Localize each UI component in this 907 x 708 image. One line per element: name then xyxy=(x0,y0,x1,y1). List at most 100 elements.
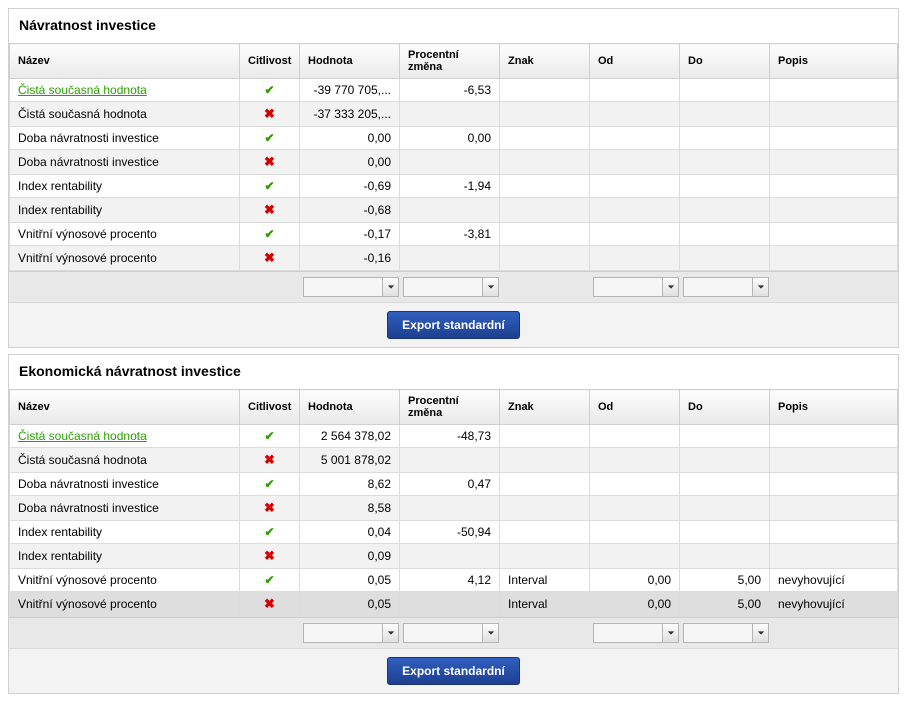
cell-nazev[interactable]: Čistá současná hodnota xyxy=(10,79,240,102)
cell-od xyxy=(590,175,680,198)
cell-procentni-zmena: 4,12 xyxy=(400,569,500,592)
cross-icon: ✖ xyxy=(264,452,275,468)
cell-popis: nevyhovující xyxy=(770,592,898,617)
cell-do xyxy=(680,79,770,102)
table-row[interactable]: Doba návratnosti investice✔8,620,47 xyxy=(10,473,898,496)
cell-nazev[interactable]: Čistá současná hodnota xyxy=(10,425,240,448)
table-row[interactable]: Čistá současná hodnota✔-39 770 705,...-6… xyxy=(10,79,898,102)
filter-od[interactable] xyxy=(593,277,679,297)
panel-navratnost: Návratnost investice Název Citlivost Hod… xyxy=(8,8,899,348)
th-popis[interactable]: Popis xyxy=(770,44,898,79)
table-row[interactable]: Vnitřní výnosové procento✔-0,17-3,81 xyxy=(10,223,898,246)
cell-nazev: Čistá současná hodnota xyxy=(10,102,240,127)
table-row[interactable]: Doba návratnosti investice✔0,000,00 xyxy=(10,127,898,150)
cell-nazev: Doba návratnosti investice xyxy=(10,473,240,496)
th-citlivost[interactable]: Citlivost xyxy=(240,44,300,79)
cell-od xyxy=(590,448,680,473)
nazev-link[interactable]: Čistá současná hodnota xyxy=(18,429,147,443)
cell-citlivost: ✖ xyxy=(240,198,300,223)
cell-popis xyxy=(770,425,898,448)
th-do[interactable]: Do xyxy=(680,390,770,425)
cell-do xyxy=(680,544,770,569)
th-znak[interactable]: Znak xyxy=(500,390,590,425)
cell-nazev: Vnitřní výnosové procento xyxy=(10,223,240,246)
cell-citlivost: ✖ xyxy=(240,592,300,617)
cell-do xyxy=(680,246,770,271)
cell-nazev: Index rentability xyxy=(10,175,240,198)
cell-od xyxy=(590,127,680,150)
table-row[interactable]: Index rentability✔-0,69-1,94 xyxy=(10,175,898,198)
table-row[interactable]: Čistá současná hodnota✖5 001 878,02 xyxy=(10,448,898,473)
table-row[interactable]: Čistá současná hodnota✖-37 333 205,... xyxy=(10,102,898,127)
panel-ekonomicka: Ekonomická návratnost investice Název Ci… xyxy=(8,354,899,694)
cell-citlivost: ✖ xyxy=(240,150,300,175)
cell-procentni-zmena xyxy=(400,592,500,617)
cell-popis xyxy=(770,127,898,150)
cell-od: 0,00 xyxy=(590,592,680,617)
table-row[interactable]: Vnitřní výnosové procento✖-0,16 xyxy=(10,246,898,271)
check-icon: ✔ xyxy=(264,429,274,443)
th-hodnota[interactable]: Hodnota xyxy=(300,44,400,79)
table-row[interactable]: Index rentability✖0,09 xyxy=(10,544,898,569)
th-znak[interactable]: Znak xyxy=(500,44,590,79)
cell-nazev: Čistá současná hodnota xyxy=(10,448,240,473)
th-citlivost[interactable]: Citlivost xyxy=(240,390,300,425)
filter-hodnota[interactable] xyxy=(303,623,399,643)
cell-hodnota: 8,58 xyxy=(300,496,400,521)
cell-procentni-zmena: 0,00 xyxy=(400,127,500,150)
th-od[interactable]: Od xyxy=(590,44,680,79)
filter-procentni[interactable] xyxy=(403,623,499,643)
cell-hodnota: -0,69 xyxy=(300,175,400,198)
th-nazev[interactable]: Název xyxy=(10,390,240,425)
filter-bar xyxy=(9,617,898,648)
export-button[interactable]: Export standardní xyxy=(387,311,520,339)
cross-icon: ✖ xyxy=(264,154,275,170)
cell-znak xyxy=(500,223,590,246)
table-row[interactable]: Vnitřní výnosové procento✔0,054,12Interv… xyxy=(10,569,898,592)
cell-od xyxy=(590,544,680,569)
cell-hodnota: -37 333 205,... xyxy=(300,102,400,127)
th-od[interactable]: Od xyxy=(590,390,680,425)
nazev-link[interactable]: Čistá současná hodnota xyxy=(18,83,147,97)
cell-znak: Interval xyxy=(500,569,590,592)
th-nazev[interactable]: Název xyxy=(10,44,240,79)
filter-od[interactable] xyxy=(593,623,679,643)
table-row[interactable]: Doba návratnosti investice✖0,00 xyxy=(10,150,898,175)
filter-do[interactable] xyxy=(683,623,769,643)
table-row[interactable]: Doba návratnosti investice✖8,58 xyxy=(10,496,898,521)
table-row[interactable]: Index rentability✖-0,68 xyxy=(10,198,898,223)
panel-title: Ekonomická návratnost investice xyxy=(9,355,898,389)
cell-od xyxy=(590,425,680,448)
table-row[interactable]: Čistá současná hodnota ✔ 2 564 378,02-48,7… xyxy=(10,425,898,448)
cell-hodnota: 2 564 378,02 xyxy=(300,425,400,448)
cell-citlivost: ✖ xyxy=(240,246,300,271)
cell-znak xyxy=(500,496,590,521)
cell-hodnota: 0,04 xyxy=(300,521,400,544)
cell-znak xyxy=(500,150,590,175)
table-navratnost: Název Citlivost Hodnota Procentní změna … xyxy=(9,43,898,271)
th-procentni-zmena[interactable]: Procentní změna xyxy=(400,390,500,425)
filter-procentni[interactable] xyxy=(403,277,499,297)
table-row[interactable]: Index rentability✔0,04-50,94 xyxy=(10,521,898,544)
cell-od xyxy=(590,150,680,175)
cell-popis xyxy=(770,473,898,496)
cell-znak xyxy=(500,246,590,271)
cell-do xyxy=(680,127,770,150)
cell-od xyxy=(590,79,680,102)
export-button[interactable]: Export standardní xyxy=(387,657,520,685)
cell-od xyxy=(590,102,680,127)
cell-procentni-zmena xyxy=(400,448,500,473)
cell-do xyxy=(680,425,770,448)
check-icon: ✔ xyxy=(264,227,274,241)
th-do[interactable]: Do xyxy=(680,44,770,79)
cell-procentni-zmena: -48,73 xyxy=(400,425,500,448)
cell-citlivost: ✔ xyxy=(240,127,300,150)
table-row[interactable]: Vnitřní výnosové procento✖0,05Interval0,… xyxy=(10,592,898,617)
th-popis[interactable]: Popis xyxy=(770,390,898,425)
th-procentni-zmena[interactable]: Procentní změna xyxy=(400,44,500,79)
cell-do xyxy=(680,223,770,246)
th-hodnota[interactable]: Hodnota xyxy=(300,390,400,425)
cell-procentni-zmena: -3,81 xyxy=(400,223,500,246)
filter-hodnota[interactable] xyxy=(303,277,399,297)
filter-do[interactable] xyxy=(683,277,769,297)
